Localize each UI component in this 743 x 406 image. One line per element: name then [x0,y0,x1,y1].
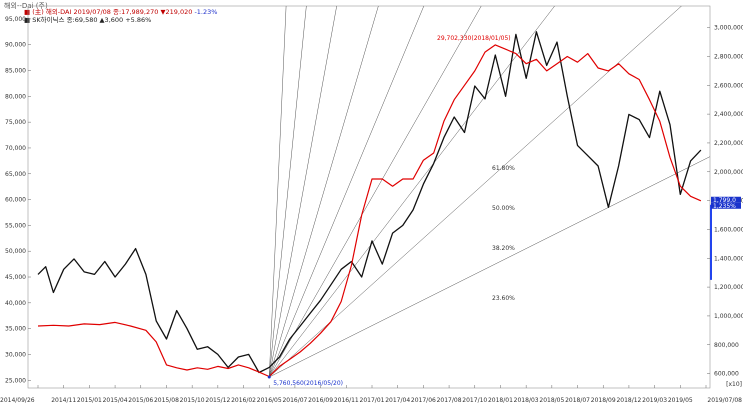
series-line-dai [37,44,702,378]
left-tick-label: 50,000 [5,248,26,255]
last-value-marker: 1,235% [713,203,736,210]
legend-dai-values: 종:17,989,270 ▼219,020 [113,8,193,16]
fan-level-label: 61.80% [492,165,515,172]
last-value-marker: 1,799,0 [713,197,736,204]
x-tick-label: 2016/07 [282,397,307,404]
fan-line [269,6,555,378]
fan-line [268,6,337,378]
grid-layer [28,18,712,388]
fan-line [269,6,425,378]
x-tick-label: 2014/09/26 [0,397,35,404]
right-tick-label: 2,600,000 [714,82,743,89]
x-tick-label: 2018/05 [539,397,564,404]
fan-line [269,6,682,378]
window-title: 해외--Dai (주) [4,2,48,10]
last-value-marker-bg [711,202,741,209]
left-tick-label: 55,000 [5,222,26,229]
x-tick-label: 2019/07/08 [707,397,742,404]
right-tick-label: 1,600,000 [714,226,743,233]
x-tick-label: 2016/05 [257,397,282,404]
fibonacci-fan [268,6,710,378]
x-tick-label: 2019/05 [668,397,693,404]
fan-line [268,6,287,378]
x-tick-label: 2018/09 [591,397,616,404]
x-tick-label: 2015/12 [205,397,230,404]
left-tick-label: 70,000 [5,145,26,152]
annotations: 29,702,330(2018/01/05) 5,760,560(2016/05… [273,35,742,388]
low-point-marker [267,375,271,379]
right-tick-label: 1,200,000 [714,284,743,291]
series-layer [37,31,702,378]
x-tick-label: 2017/08 [437,397,462,404]
left-tick-label: 45,000 [5,274,26,281]
legend-line-dai: ■ (主) 해외-DAI 2019/07/08 종:17,989,270 ▼21… [24,8,217,16]
x-tick-label: 2015/04 [103,397,128,404]
x-tick-label: 2017/10 [462,397,487,404]
x-tick-label: 2018/03 [514,397,539,404]
x-tick-label: 2017/04 [385,397,410,404]
fan-line [268,6,307,378]
x-tick-label: 2016/02 [231,397,256,404]
x-tick-label: 2016/11 [334,397,359,404]
legend-line-hynix: ■ SK하이닉스 종:69,580 ▲3,600 +5.86% [24,16,152,24]
fan-line [268,6,379,378]
legend-dai-label: ■ (主) 해외-DAI 2019/07/08 [24,8,111,16]
left-tick-label: 65,000 [5,171,26,178]
x-tick-label: 2015/10 [180,397,205,404]
legend-dai-change: -1.23% [194,8,218,16]
left-tick-label: 80,000 [5,93,26,100]
x-tick-label: 2018/12 [616,397,641,404]
x-tick-label: 2017/01 [360,397,385,404]
left-tick-label: 35,000 [5,326,26,333]
chart-legend: ■ (主) 해외-DAI 2019/07/08 종:17,989,270 ▼21… [24,8,217,24]
x-tick-label: 2015/01 [77,397,102,404]
right-tick-label: 2,800,000 [714,53,743,60]
left-tick-label: 40,000 [5,300,26,307]
x-tick-label: 2018/07 [565,397,590,404]
last-value-marker-bg [711,196,741,203]
series-line-hynix [37,31,702,374]
fan-line [269,156,710,378]
x-tick-label: 2015/08 [154,397,179,404]
right-tick-label: 2,000,000 [714,169,743,176]
left-tick-label: 85,000 [5,68,26,75]
fan-level-label: 38.20% [492,245,515,252]
plot-border [27,5,711,389]
x-tick-label: 2016/09 [308,397,333,404]
left-tick-label: 30,000 [5,351,26,358]
fan-line [269,6,482,378]
right-tick-label: 600,000 [714,371,739,378]
x-tick-label: 2014/11 [51,397,76,404]
left-tick-label: 75,000 [5,119,26,126]
annotation-low: 5,760,560(2016/05/20) [273,380,343,387]
annotation-high: 29,702,330(2018/01/05) [437,35,511,42]
x-tick-label: 2015/06 [128,397,153,404]
fan-level-label: 23.60% [492,295,515,302]
left-tick-label: 90,000 [5,42,26,49]
x-tick-label: 2017/06 [411,397,436,404]
left-tick-label: 25,000 [5,377,26,384]
right-tick-label: 1,000,000 [714,313,743,320]
left-tick-label: 95,000 [5,16,26,23]
right-tick-label: 800,000 [714,342,739,349]
right-tick-label: 3,000,000 [714,25,743,32]
x-tick-label: 2019/03 [642,397,667,404]
fan-level-label: 50.00% [492,205,515,212]
left-tick-label: 60,000 [5,197,26,204]
right-tick-label: 1,400,000 [714,255,743,262]
right-tick-label: 2,400,000 [714,111,743,118]
x-tick-label: 2018/01 [488,397,513,404]
right-tick-label: 2,200,000 [714,140,743,147]
unit-label: [x10] [726,381,742,388]
tick-labels: 25,000 30,000 35,000 40,000 45,000 50,000 55,0… [0,16,743,404]
